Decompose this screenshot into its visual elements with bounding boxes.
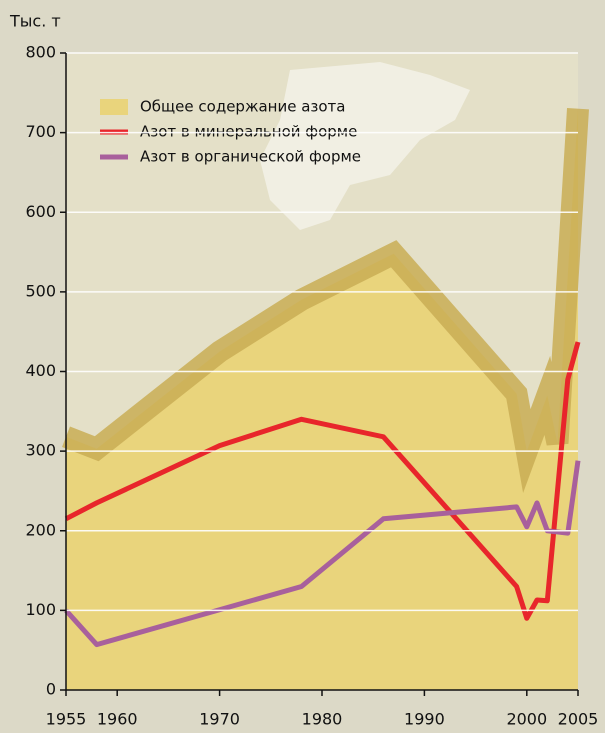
- y-axis-title: Тыс. т: [9, 12, 61, 31]
- series-line: [64, 341, 581, 621]
- y-tick-label: 500: [25, 281, 56, 300]
- plot: [62, 108, 589, 690]
- legend-label: Общее содержание азота: [140, 98, 346, 116]
- y-tick-label: 300: [25, 441, 56, 460]
- map-shape: [260, 62, 470, 230]
- x-tick-label: 1970: [199, 710, 240, 729]
- y-tick-label: 0: [46, 680, 56, 699]
- y-tick-label: 700: [25, 122, 56, 141]
- x-tick-label: 1990: [404, 710, 445, 729]
- legend-label: Азот в органической форме: [140, 148, 361, 166]
- legend-swatch: [100, 99, 128, 115]
- x-tick-label: 2000: [506, 710, 547, 729]
- area-edge: [62, 108, 589, 494]
- x-tick-label: 2005: [558, 710, 599, 729]
- x-tick-label: 1955: [46, 710, 87, 729]
- y-tick-label: 200: [25, 520, 56, 539]
- legend-label: Азот в минеральной форме: [140, 123, 357, 141]
- y-tick-label: 100: [25, 600, 56, 619]
- x-tick-label: 1960: [97, 710, 138, 729]
- y-tick-label: 400: [25, 361, 56, 380]
- y-tick-label: 600: [25, 202, 56, 221]
- series-line: [64, 460, 581, 648]
- x-tick-label: 1980: [302, 710, 343, 729]
- area: [66, 108, 578, 690]
- y-tick-label: 800: [25, 43, 56, 62]
- legend: Общее содержание азота Азот в минеральной…: [100, 98, 361, 166]
